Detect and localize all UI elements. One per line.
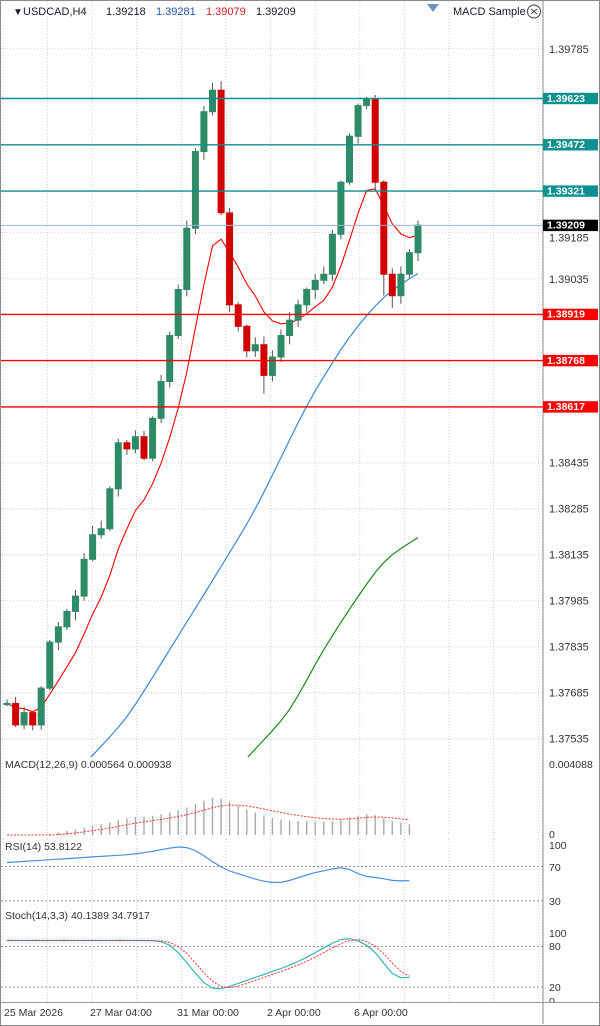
svg-text:Stoch(14,3,3) 40.1389 34.7917: Stoch(14,3,3) 40.1389 34.7917 [5, 910, 150, 922]
svg-text:1.38768: 1.38768 [547, 355, 585, 367]
svg-text:1.39321: 1.39321 [547, 185, 585, 197]
svg-text:1.38617: 1.38617 [547, 401, 585, 413]
svg-text:USDCAD,H4: USDCAD,H4 [23, 6, 87, 18]
svg-text:27 Mar 04:00: 27 Mar 04:00 [90, 1007, 152, 1019]
svg-text:1.39472: 1.39472 [547, 139, 585, 151]
svg-text:1.38919: 1.38919 [547, 309, 585, 321]
svg-text:▼: ▼ [13, 7, 23, 18]
svg-text:1.37985: 1.37985 [549, 596, 589, 608]
svg-text:2 Apr 00:00: 2 Apr 00:00 [267, 1007, 321, 1019]
svg-text:1.39785: 1.39785 [549, 44, 589, 56]
svg-text:1.38135: 1.38135 [549, 550, 589, 562]
svg-text:MACD Sample: MACD Sample [453, 6, 526, 18]
svg-text:20: 20 [549, 982, 561, 994]
svg-text:100: 100 [549, 840, 567, 852]
svg-text:0: 0 [549, 829, 555, 839]
svg-text:30: 30 [549, 896, 561, 908]
svg-text:1.37685: 1.37685 [549, 688, 589, 700]
svg-text:1.39218: 1.39218 [106, 6, 146, 18]
svg-text:MACD(12,26,9) 0.000564 0.00093: MACD(12,26,9) 0.000564 0.000938 [5, 759, 172, 771]
svg-text:1.38435: 1.38435 [549, 458, 589, 470]
svg-text:1.39035: 1.39035 [549, 274, 589, 286]
svg-text:0.004088: 0.004088 [549, 759, 593, 771]
svg-text:1.39209: 1.39209 [256, 6, 296, 18]
svg-text:1.39281: 1.39281 [156, 6, 196, 18]
svg-text:1.38285: 1.38285 [549, 504, 589, 516]
svg-text:70: 70 [549, 862, 561, 874]
svg-text:1.37835: 1.37835 [549, 642, 589, 654]
svg-text:1.39209: 1.39209 [547, 220, 585, 232]
svg-text:1.37535: 1.37535 [549, 734, 589, 746]
svg-text:80: 80 [549, 941, 561, 953]
svg-text:RSI(14) 53.8122: RSI(14) 53.8122 [5, 841, 82, 853]
svg-text:1.39185: 1.39185 [549, 232, 589, 244]
svg-text:31 Mar 00:00: 31 Mar 00:00 [177, 1007, 239, 1019]
svg-text:1.39079: 1.39079 [206, 6, 246, 18]
svg-text:100: 100 [549, 928, 567, 940]
svg-text:25 Mar 2026: 25 Mar 2026 [4, 1007, 63, 1019]
svg-text:1.39623: 1.39623 [547, 93, 585, 105]
svg-text:6 Apr 00:00: 6 Apr 00:00 [354, 1007, 408, 1019]
